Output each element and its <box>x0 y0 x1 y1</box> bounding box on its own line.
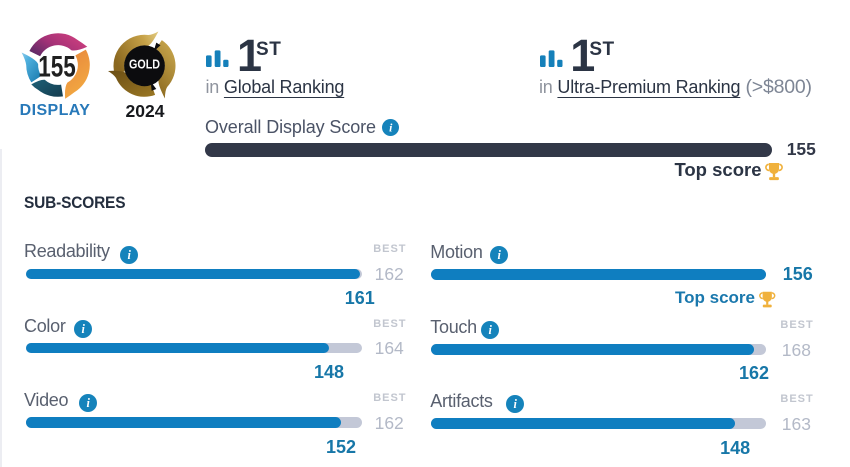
svg-text:i: i <box>514 397 518 411</box>
svg-text:i: i <box>128 248 132 262</box>
svg-text:i: i <box>498 248 502 262</box>
svg-text:i: i <box>488 323 492 337</box>
svg-text:GOLD: GOLD <box>129 58 160 72</box>
svg-text:i: i <box>82 322 86 336</box>
svg-text:155: 155 <box>38 50 76 83</box>
svg-text:i: i <box>86 396 90 410</box>
svg-text:i: i <box>389 123 393 135</box>
